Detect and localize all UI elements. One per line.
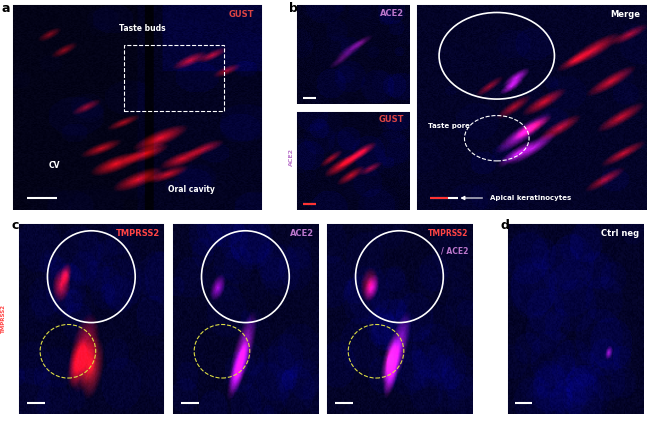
Text: GUST: GUST (229, 11, 254, 20)
Text: CV: CV (49, 161, 60, 170)
Text: a: a (1, 2, 10, 15)
Text: ACE2: ACE2 (289, 148, 294, 166)
Text: TMPRSS2: TMPRSS2 (116, 229, 160, 238)
Text: / GUST / DAPI: / GUST / DAPI (283, 139, 289, 176)
Text: Apical keratinocytes: Apical keratinocytes (490, 195, 571, 201)
Text: c: c (12, 219, 19, 232)
Text: ACE2: ACE2 (380, 9, 404, 18)
Text: Taste pore: Taste pore (428, 123, 469, 129)
Text: TMPRSS2: TMPRSS2 (1, 304, 6, 333)
Text: b: b (289, 2, 298, 15)
Text: Taste buds: Taste buds (118, 25, 165, 34)
Text: Merge: Merge (610, 11, 640, 20)
Text: Oral cavity: Oral cavity (168, 185, 215, 194)
Text: Ctrl neg: Ctrl neg (601, 229, 640, 238)
Text: GUST: GUST (378, 116, 404, 125)
Text: TMPRSS2: TMPRSS2 (428, 229, 468, 238)
Text: d: d (500, 219, 510, 232)
Bar (124, 45, 224, 111)
Text: ACE2: ACE2 (290, 229, 314, 238)
Text: / ACE2: / ACE2 (441, 246, 468, 255)
